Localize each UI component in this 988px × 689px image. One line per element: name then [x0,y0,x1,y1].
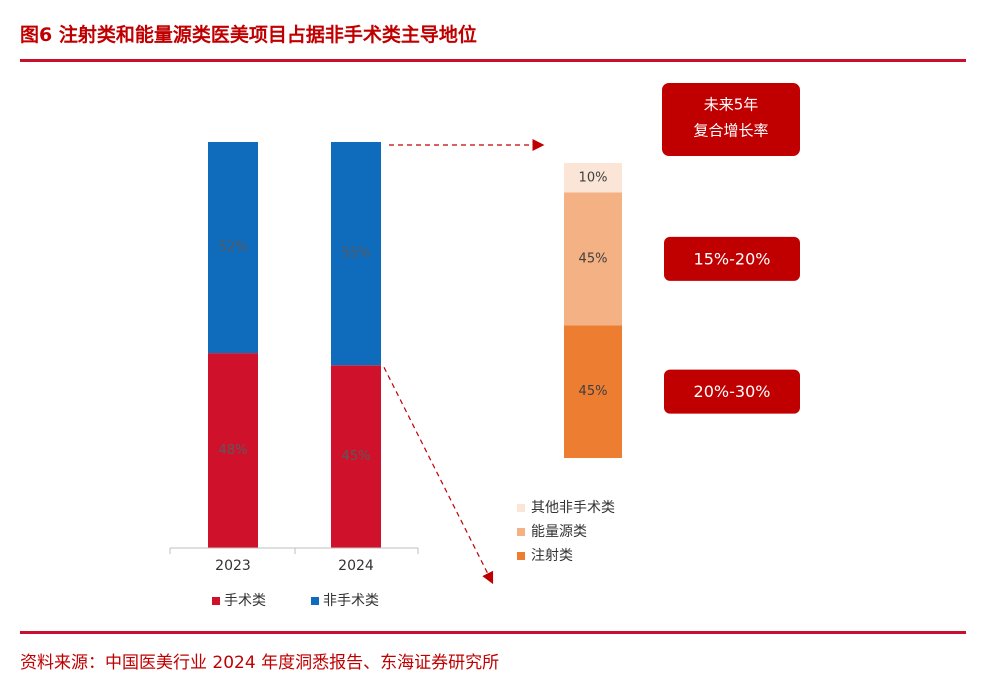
data-label-注射类: 45% [579,384,608,399]
cagr-header-box [662,83,800,156]
x-tick-label-2024: 2024 [338,558,374,574]
bar-2024-手术类 [331,365,381,548]
cagr-box-能量源类 [664,236,800,281]
legend-swatch-手术类 [212,597,220,605]
data-label-其他非手术类: 10% [579,170,608,185]
cagr-value-能量源类: 15%-20% [694,249,771,268]
data-label-2023-手术类: 48% [219,443,248,458]
legend-label-非手术类: 非手术类 [323,593,379,609]
data-label-2024-手术类: 45% [342,449,371,464]
figure-title: 图6 注射类和能量源类医美项目占据非手术类主导地位 [20,24,477,46]
bar-breakdown-注射类 [564,325,622,458]
data-label-2024-非手术类: 55% [342,246,371,261]
legend-label-能量源类: 能量源类 [531,524,587,540]
connector-arrow-bottom [383,367,494,585]
legend-swatch-非手术类 [311,597,319,605]
legend-label-其他非手术类: 其他非手术类 [531,500,615,516]
cagr-value-注射类: 20%-30% [694,382,771,401]
bar-breakdown-能量源类 [564,192,622,326]
source-note: 资料来源：中国医美行业 2024 年度洞悉报告、东海证券研究所 [20,653,500,673]
legend-swatch-其他非手术类 [517,504,525,512]
data-label-能量源类: 45% [579,251,608,266]
legend-swatch-注射类 [517,552,525,560]
bar-breakdown-其他非手术类 [564,163,622,193]
cagr-header-line2: 复合增长率 [693,122,768,140]
bottom-divider [20,631,966,634]
bar-2024-非手术类 [331,142,381,366]
cagr-box-注射类 [664,369,800,414]
legend-label-注射类: 注射类 [531,548,573,564]
bar-2023-非手术类 [208,142,258,354]
legend-label-手术类: 手术类 [224,593,266,609]
top-divider [20,59,966,62]
cagr-header-line1: 未来5年 [704,96,759,114]
data-label-2023-非手术类: 52% [219,240,248,255]
x-tick-label-2023: 2023 [215,558,251,574]
bar-2023-手术类 [208,353,258,548]
legend-swatch-能量源类 [517,528,525,536]
